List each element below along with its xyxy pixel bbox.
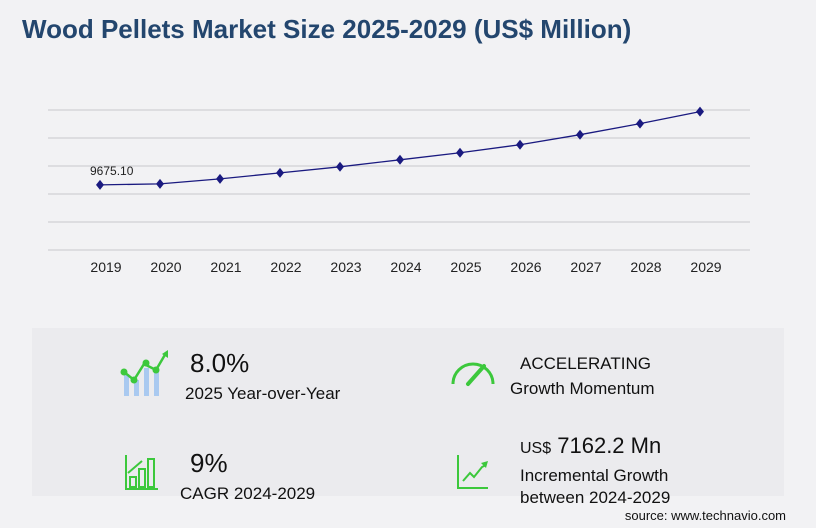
data-point xyxy=(396,154,404,165)
x-tick-label: 2025 xyxy=(450,259,481,275)
speedometer-icon xyxy=(451,362,495,386)
chart-title: Wood Pellets Market Size 2025-2029 (US$ … xyxy=(22,14,632,44)
data-point xyxy=(156,178,164,189)
data-point xyxy=(456,147,464,158)
cagr-label: CAGR 2024-2029 xyxy=(180,484,316,503)
cagr-value: 9% xyxy=(190,448,228,478)
data-label: 9675.10 xyxy=(90,164,134,178)
x-tick-label: 2023 xyxy=(330,259,361,275)
incr-prefix: US$ xyxy=(520,440,552,457)
source-text: source: www.technavio.com xyxy=(624,508,786,523)
momentum-value: ACCELERATING xyxy=(520,354,651,373)
x-tick-label: 2026 xyxy=(510,259,541,275)
series-line xyxy=(99,110,701,186)
yoy-label: 2025 Year-over-Year xyxy=(185,384,341,403)
growth-chart-icon xyxy=(120,350,168,396)
data-point xyxy=(216,173,224,184)
incr-value: 7162.2 Mn xyxy=(557,433,662,458)
x-tick-label: 2021 xyxy=(210,259,241,275)
data-point xyxy=(516,139,524,150)
x-tick-label: 2027 xyxy=(570,259,601,275)
x-tick-label: 2020 xyxy=(150,259,181,275)
bar-chart-icon xyxy=(125,455,158,490)
data-point xyxy=(276,167,284,178)
x-tick-label: 2028 xyxy=(630,259,661,275)
x-tick-label: 2019 xyxy=(90,259,121,275)
line-chart: 2019 9675.10 2020 2021 2022 2023 2024 2025 2026 2… xyxy=(48,106,750,275)
data-point xyxy=(636,118,644,129)
trend-up-icon xyxy=(457,455,488,489)
yoy-value: 8.0% xyxy=(190,348,250,378)
data-point xyxy=(696,106,704,117)
x-tick-label: 2024 xyxy=(390,259,421,275)
stats-panel xyxy=(32,328,784,496)
momentum-label: Growth Momentum xyxy=(510,379,655,398)
data-point xyxy=(96,179,104,190)
x-tick-label: 2029 xyxy=(690,259,721,275)
incr-label-1: Incremental Growth xyxy=(520,466,669,485)
incr-label-2: between 2024-2029 xyxy=(520,488,671,507)
data-point xyxy=(576,129,584,140)
x-tick-label: 2022 xyxy=(270,259,301,275)
data-point xyxy=(336,161,344,172)
